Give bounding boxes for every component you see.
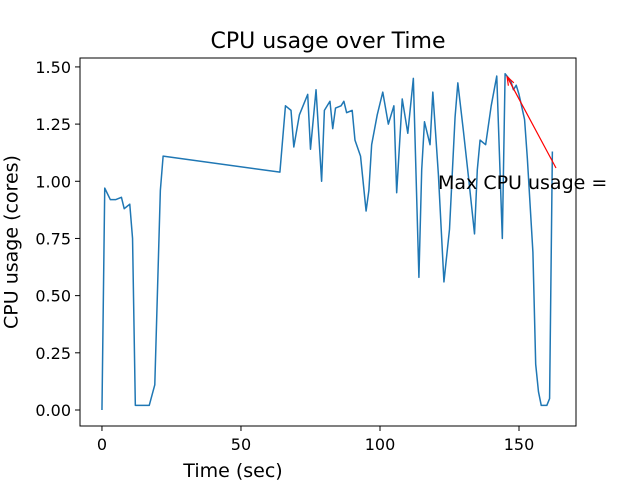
annotation-arrowhead [506, 75, 515, 86]
y-axis-label: CPU usage (cores) [1, 155, 23, 329]
y-tick-label: 0.75 [35, 229, 71, 248]
annotation-arrow [506, 76, 557, 169]
y-tick-label: 0.00 [35, 401, 71, 420]
y-tick-label: 1.00 [35, 172, 71, 191]
plot-frame [79, 57, 577, 427]
y-tick-label: 0.25 [35, 344, 71, 363]
y-tick-label: 0.50 [35, 287, 71, 306]
chart-title: CPU usage over Time [211, 29, 446, 54]
x-tick-label: 0 [97, 435, 107, 454]
x-axis-label: Time (sec) [182, 460, 282, 480]
data-line [101, 73, 554, 410]
x-tick-label: 100 [365, 435, 396, 454]
x-tick-label: 50 [231, 435, 251, 454]
y-tick-label: 1.50 [35, 58, 71, 77]
x-tick-label: 150 [504, 435, 535, 454]
y-tick-label: 1.25 [35, 115, 71, 134]
annotation-text: Max CPU usage = [438, 172, 607, 194]
